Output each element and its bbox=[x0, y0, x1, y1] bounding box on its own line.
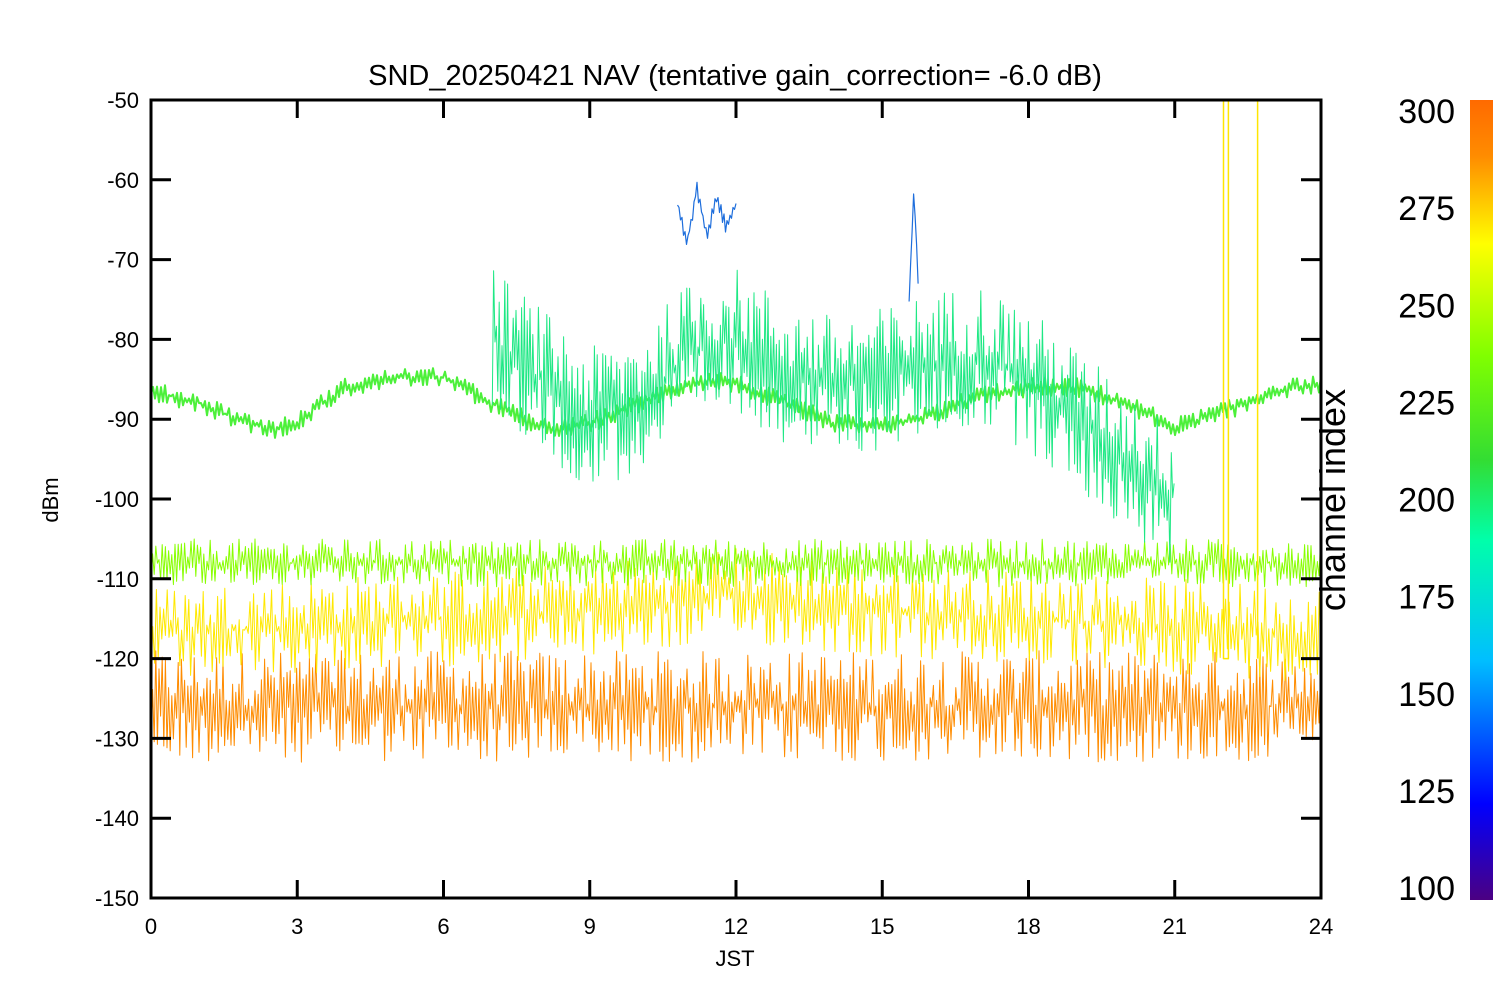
series-line bbox=[491, 269, 1175, 563]
colorbar-tick-label: 300 bbox=[1398, 93, 1455, 131]
y-tick-label: -120 bbox=[95, 647, 139, 672]
x-axis: 0 3 6 9 12 15 18 21 24 bbox=[145, 100, 1333, 939]
colorbar bbox=[1470, 100, 1493, 900]
x-tick-label: 15 bbox=[870, 914, 894, 939]
series-line bbox=[1222, 100, 1259, 660]
y-tick-label: -100 bbox=[95, 487, 139, 512]
y-tick-label: -140 bbox=[95, 806, 139, 831]
y-tick-label: -150 bbox=[95, 886, 139, 911]
y-tick-label: -80 bbox=[107, 327, 139, 352]
colorbar-ticks: 300 275 250 225 200 175 150 125 100 bbox=[1398, 93, 1455, 908]
y-tick-label: -90 bbox=[107, 407, 139, 432]
colorbar-tick-label: 150 bbox=[1398, 676, 1455, 714]
x-tick-label: 12 bbox=[724, 914, 748, 939]
plot-area bbox=[151, 100, 1321, 763]
x-tick-label: 9 bbox=[584, 914, 596, 939]
y-tick-label: -130 bbox=[95, 726, 139, 751]
series-line bbox=[151, 538, 1321, 588]
colorbar-label: channel index bbox=[1312, 389, 1353, 611]
x-axis-label: JST bbox=[715, 946, 754, 971]
colorbar-tick-label: 250 bbox=[1398, 287, 1455, 325]
x-tick-label: 21 bbox=[1163, 914, 1187, 939]
y-axis: -50 -60 -70 -80 -90 -100 -110 -120 -130 -140 -150 bbox=[95, 88, 1321, 911]
y-tick-label: -50 bbox=[107, 88, 139, 113]
series-line bbox=[676, 181, 737, 245]
colorbar-tick-label: 200 bbox=[1398, 482, 1455, 520]
series-line bbox=[908, 193, 919, 302]
x-tick-label: 0 bbox=[145, 914, 157, 939]
x-tick-label: 3 bbox=[291, 914, 303, 939]
colorbar-tick-label: 100 bbox=[1398, 870, 1455, 908]
colorbar-tick-label: 225 bbox=[1398, 384, 1455, 422]
x-tick-label: 6 bbox=[437, 914, 449, 939]
colorbar-tick-label: 125 bbox=[1398, 773, 1455, 811]
chart-title: SND_20250421 NAV (tentative gain_correct… bbox=[368, 60, 1102, 92]
colorbar-tick-label: 175 bbox=[1398, 579, 1455, 617]
series-line bbox=[151, 650, 1321, 763]
y-tick-label: -70 bbox=[107, 248, 139, 273]
series-line bbox=[151, 548, 1321, 681]
x-tick-label: 24 bbox=[1309, 914, 1333, 939]
y-axis-label: dBm bbox=[38, 477, 63, 522]
y-tick-label: -110 bbox=[97, 567, 139, 592]
y-tick-label: -60 bbox=[107, 168, 139, 193]
series-line bbox=[151, 367, 1321, 439]
colorbar-tick-label: 275 bbox=[1398, 190, 1455, 228]
x-tick-label: 18 bbox=[1016, 914, 1040, 939]
